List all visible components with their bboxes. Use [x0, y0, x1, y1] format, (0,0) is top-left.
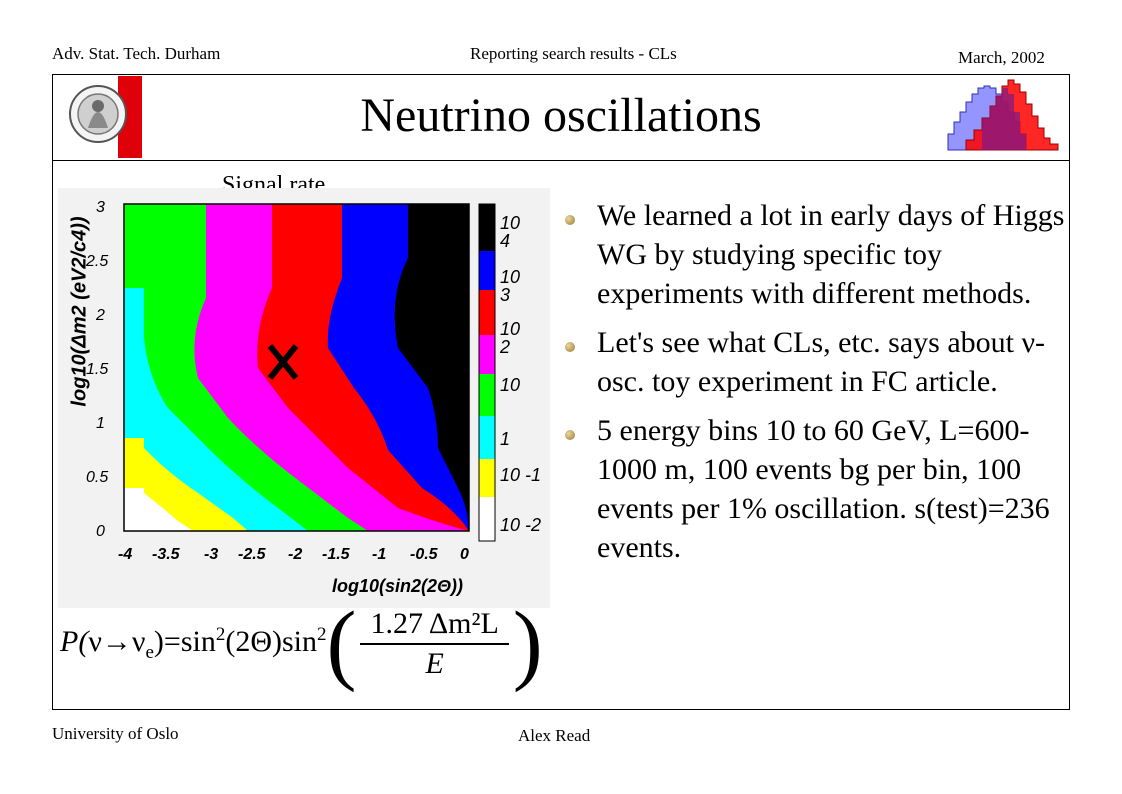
- colorbar-label: 1: [500, 429, 511, 449]
- formula-theta: (2Θ)sin: [225, 624, 317, 658]
- formula-sq2: 2: [317, 623, 327, 645]
- bullet-text: We learned a lot in early days of Higgs …: [597, 199, 1065, 310]
- formula-nu-mu: ν: [88, 624, 102, 658]
- header-date: March, 2002: [958, 48, 1045, 67]
- y-tick-label: 1: [96, 415, 105, 432]
- region-white: [124, 488, 193, 531]
- colorbar: [478, 203, 496, 542]
- colorbar-label: 10 -1: [500, 465, 542, 485]
- marker-x: [267, 344, 299, 380]
- x-tick-label: -0.5: [410, 546, 438, 563]
- bullet-icon: [565, 430, 575, 440]
- x-tick-label: -1.5: [322, 546, 350, 563]
- y-tick-label: 0.5: [86, 469, 109, 486]
- x-tick-label: -4: [118, 546, 133, 563]
- formula-e-sub: e: [145, 641, 154, 663]
- title-divider: [52, 160, 1070, 161]
- x-tick-label: -3: [204, 546, 219, 563]
- formula-sq: 2: [215, 623, 226, 645]
- y-tick-label: 0: [96, 523, 105, 540]
- bullet-icon: [565, 215, 575, 225]
- header-left: Adv. Stat. Tech. Durham: [52, 44, 221, 63]
- y-tick-label: 3: [96, 199, 105, 216]
- footer-author: Alex Read: [518, 726, 591, 745]
- slide-frame: [52, 74, 1070, 710]
- y-tick-label: 2.5: [86, 253, 109, 270]
- header-center: Reporting search results - CLs: [470, 44, 677, 63]
- formula-p: P(: [60, 624, 89, 658]
- colorbar-label: 10 2: [500, 319, 521, 357]
- x-tick-label: -2: [288, 546, 303, 563]
- y-tick-label: 1.5: [86, 361, 109, 378]
- x-tick-label: -1: [372, 546, 387, 563]
- footer-left: University of Oslo: [52, 724, 179, 743]
- colorbar-label: 10 3: [500, 267, 521, 305]
- oscillation-formula: P(ν→νe)=sin2(2Θ)sin2(1.27 Δm²L E): [60, 599, 543, 689]
- bullet-item: Let's see what CLs, etc. says about ν-os…: [565, 323, 1065, 401]
- bullet-text: 5 energy bins 10 to 60 GeV, L=600-1000 m…: [597, 414, 1050, 564]
- formula-paren-left: (: [326, 594, 357, 693]
- bullet-icon: [565, 342, 575, 352]
- colorbar-label: 10 -2: [500, 515, 542, 535]
- bullet-list: We learned a lot in early days of Higgs …: [565, 196, 1065, 577]
- x-axis-label: log10(sin2(2Θ)): [332, 576, 464, 596]
- x-tick-label: -2.5: [238, 546, 266, 563]
- bullet-item: 5 energy bins 10 to 60 GeV, L=600-1000 m…: [565, 411, 1065, 567]
- region-cyan: [124, 288, 308, 531]
- x-tick-label: 0: [460, 546, 469, 563]
- formula-numerator: 1.27 Δm²L: [360, 607, 509, 645]
- bullet-item: We learned a lot in early days of Higgs …: [565, 196, 1065, 313]
- y-tick-label: 2: [96, 307, 105, 324]
- histogram-logo: [946, 78, 1064, 152]
- university-logo: [66, 76, 142, 158]
- formula-nu-e: ν: [131, 624, 146, 658]
- y-axis-label: log10(Δm2 (eV2/c4)): [68, 216, 91, 407]
- slide-title: Neutrino oscillations: [360, 89, 762, 142]
- formula-arrow: →: [101, 624, 132, 658]
- colorbar-label: 10 4: [500, 213, 521, 251]
- signal-rate-plot: [58, 188, 550, 608]
- formula-fraction: 1.27 Δm²L E: [360, 607, 509, 681]
- colorbar-label: 10: [500, 375, 521, 395]
- formula-paren-right: ): [512, 594, 543, 693]
- formula-denominator: E: [425, 647, 444, 680]
- x-tick-labels: -4 -3.5 -3 -2.5 -2 -1.5 -1 -0.5 0: [118, 546, 478, 566]
- bullet-text: Let's see what CLs, etc. says about ν-os…: [597, 326, 1046, 398]
- formula-eq: )=sin: [153, 624, 216, 658]
- x-tick-label: -3.5: [152, 546, 180, 563]
